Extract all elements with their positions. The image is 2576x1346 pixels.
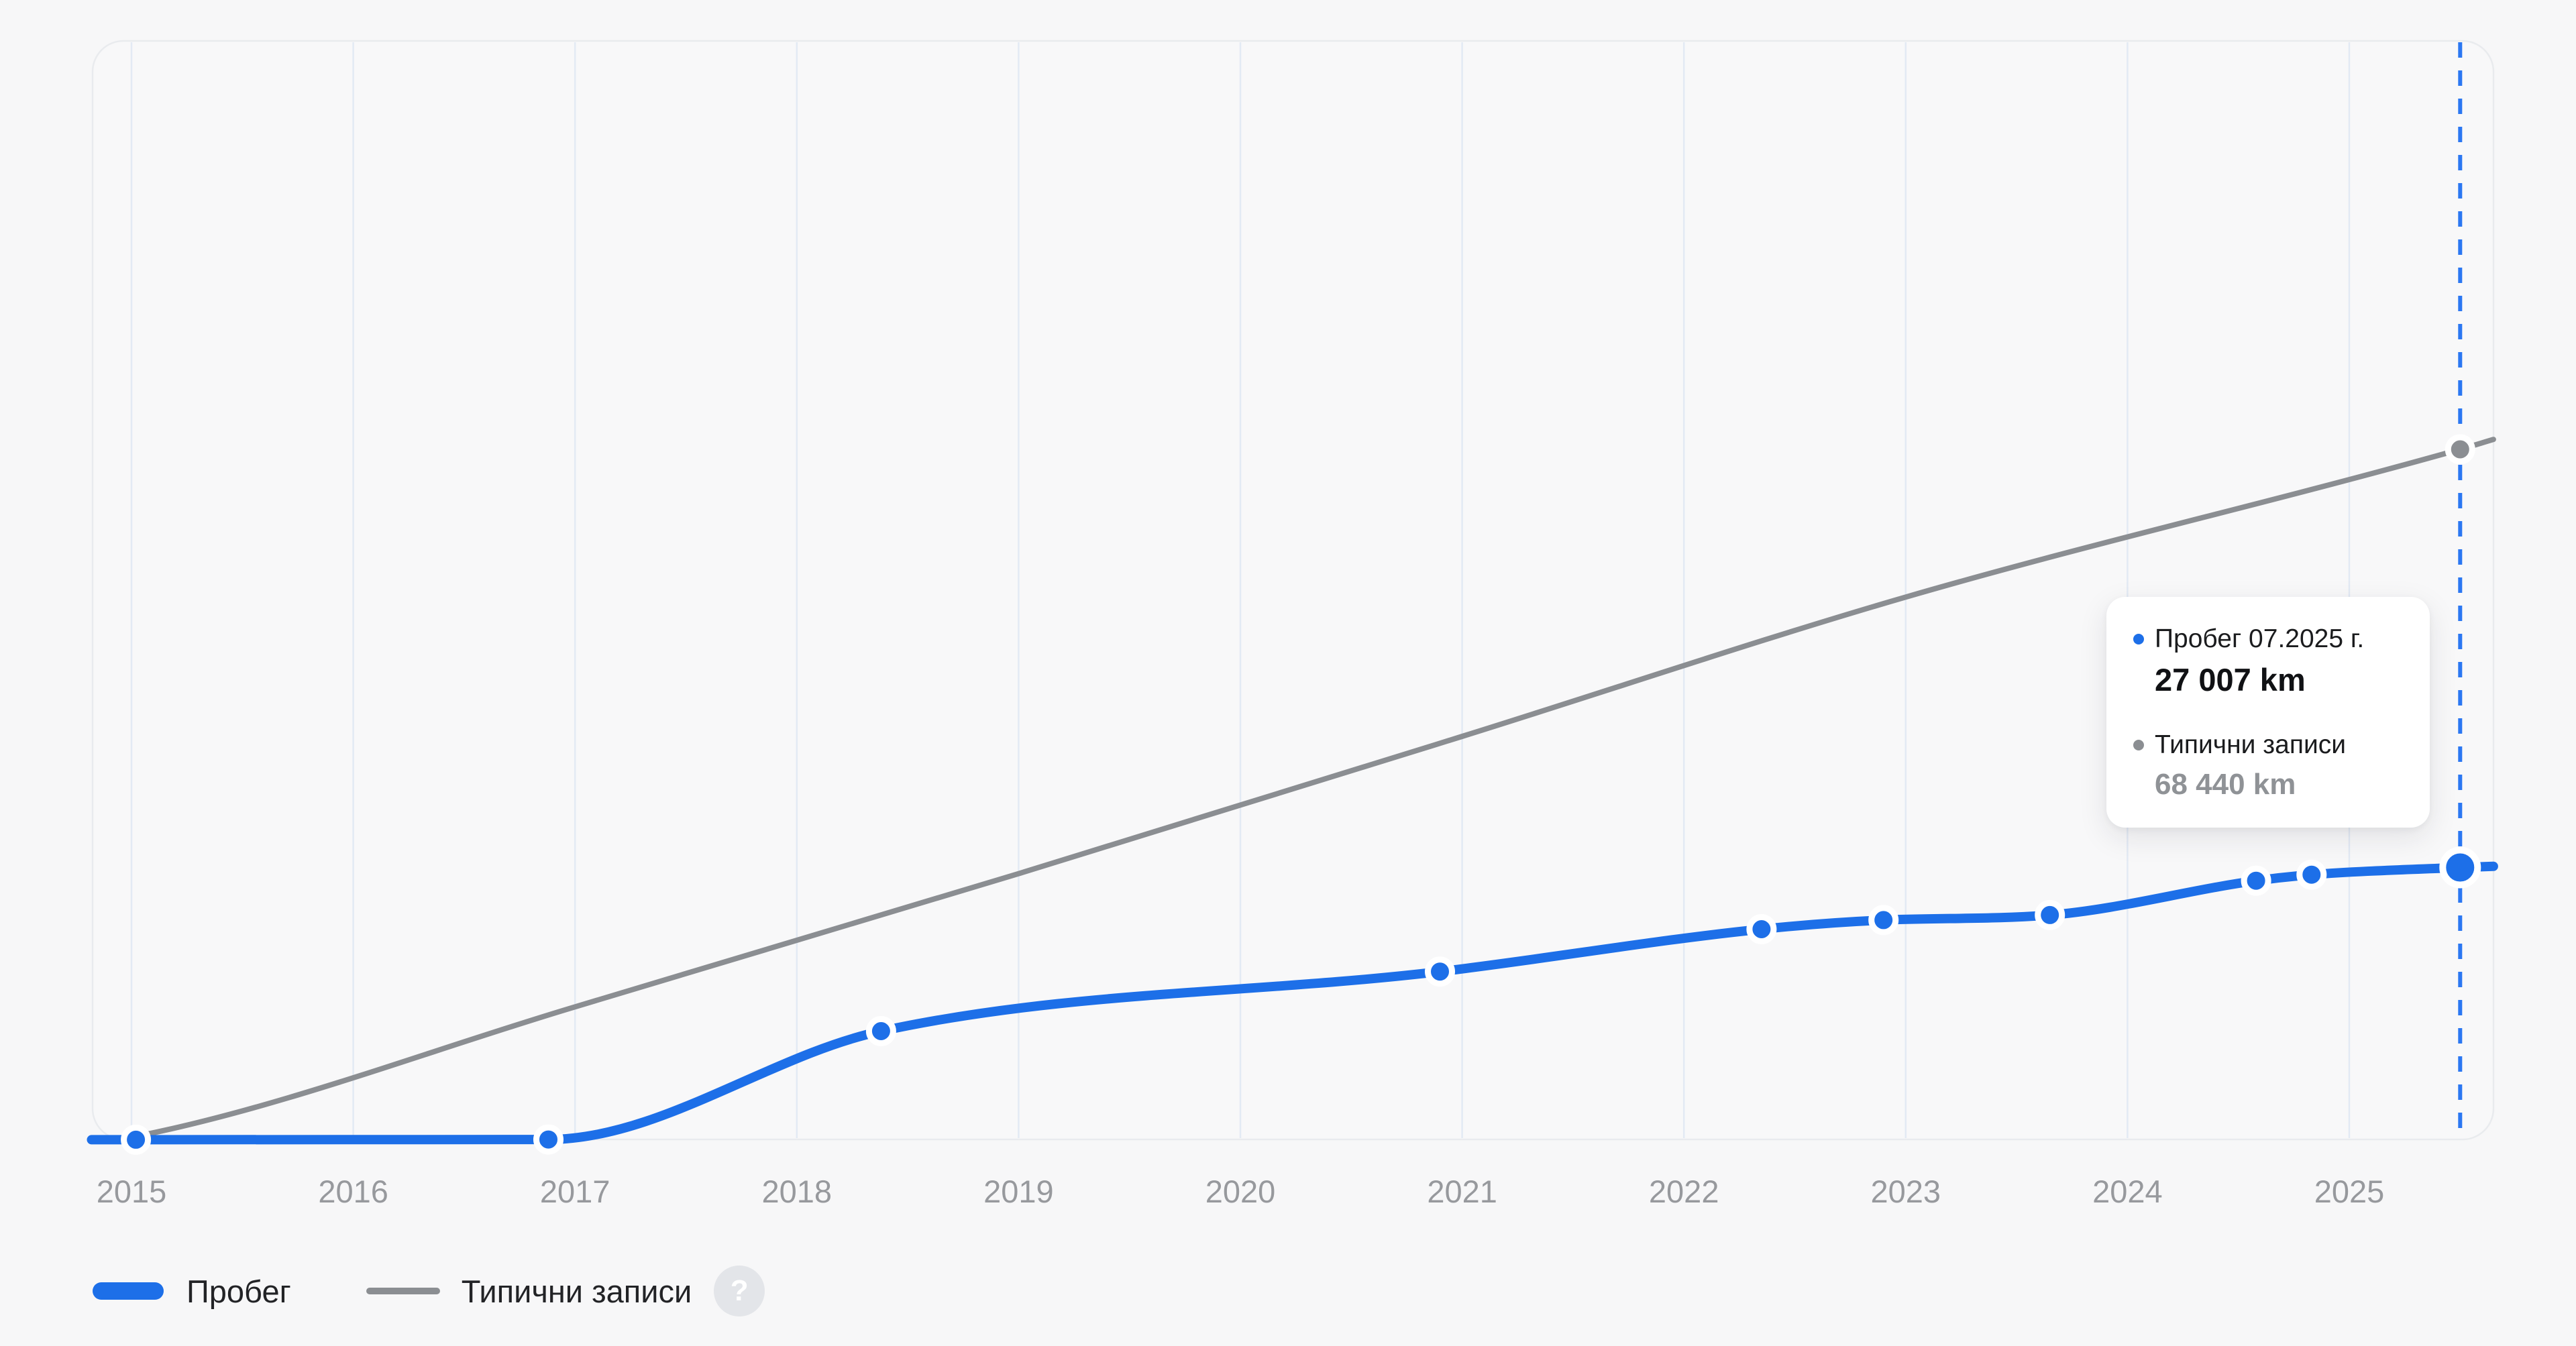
typical-legend-swatch-icon <box>366 1288 440 1294</box>
data-point-mileage <box>121 1124 152 1155</box>
x-axis-label: 2022 <box>1649 1174 1719 1209</box>
data-point-mileage <box>2296 859 2327 890</box>
mileage-bullet-icon <box>2133 634 2144 644</box>
data-point-mileage <box>1868 905 1899 936</box>
tooltip-spacer <box>2133 699 2406 728</box>
x-axis-label: 2017 <box>540 1174 610 1209</box>
x-axis-label: 2023 <box>1871 1174 1941 1209</box>
typical-bullet-icon <box>2133 740 2144 750</box>
series-line-typical <box>95 437 2496 1143</box>
tooltip-mileage-label: Пробег 07.2025 г. <box>2155 624 2365 653</box>
x-axis-label: 2015 <box>97 1174 167 1209</box>
data-point-mileage <box>2035 899 2065 930</box>
mileage-legend-swatch-icon <box>93 1282 164 1300</box>
x-axis-label: 2020 <box>1205 1174 1276 1209</box>
x-axis-label: 2018 <box>762 1174 833 1209</box>
x-axis-label: 2016 <box>318 1174 388 1209</box>
active-data-point-mileage <box>2439 846 2481 889</box>
x-axis-label: 2021 <box>1427 1174 1497 1209</box>
chart-legend: Пробег Типични записи ? <box>93 1265 765 1317</box>
tooltip-typical-row: Типични записи <box>2133 728 2406 762</box>
tooltip-mileage-row: Пробег 07.2025 г. <box>2133 622 2406 656</box>
legend-typical-label: Типични записи <box>461 1273 692 1309</box>
data-point-typical <box>2445 434 2475 465</box>
x-axis-label: 2019 <box>983 1174 1054 1209</box>
data-point-mileage <box>2241 865 2271 896</box>
help-icon[interactable]: ? <box>714 1266 765 1316</box>
chart-tooltip: Пробег 07.2025 г. 27 007 km Типични запи… <box>2106 597 2430 828</box>
tooltip-mileage-value: 27 007 km <box>2155 662 2306 697</box>
data-point-mileage <box>533 1124 564 1155</box>
tooltip-typical-label: Типични записи <box>2155 730 2347 759</box>
data-point-mileage <box>1746 914 1777 944</box>
x-axis-label: 2024 <box>2092 1174 2163 1209</box>
data-point-mileage <box>1425 956 1455 987</box>
legend-mileage-label: Пробег <box>186 1273 291 1309</box>
chart-panel <box>91 40 2495 1141</box>
data-point-mileage <box>865 1016 896 1046</box>
x-axis-label: 2025 <box>2314 1174 2385 1209</box>
tooltip-typical-value: 68 440 km <box>2155 768 2296 801</box>
